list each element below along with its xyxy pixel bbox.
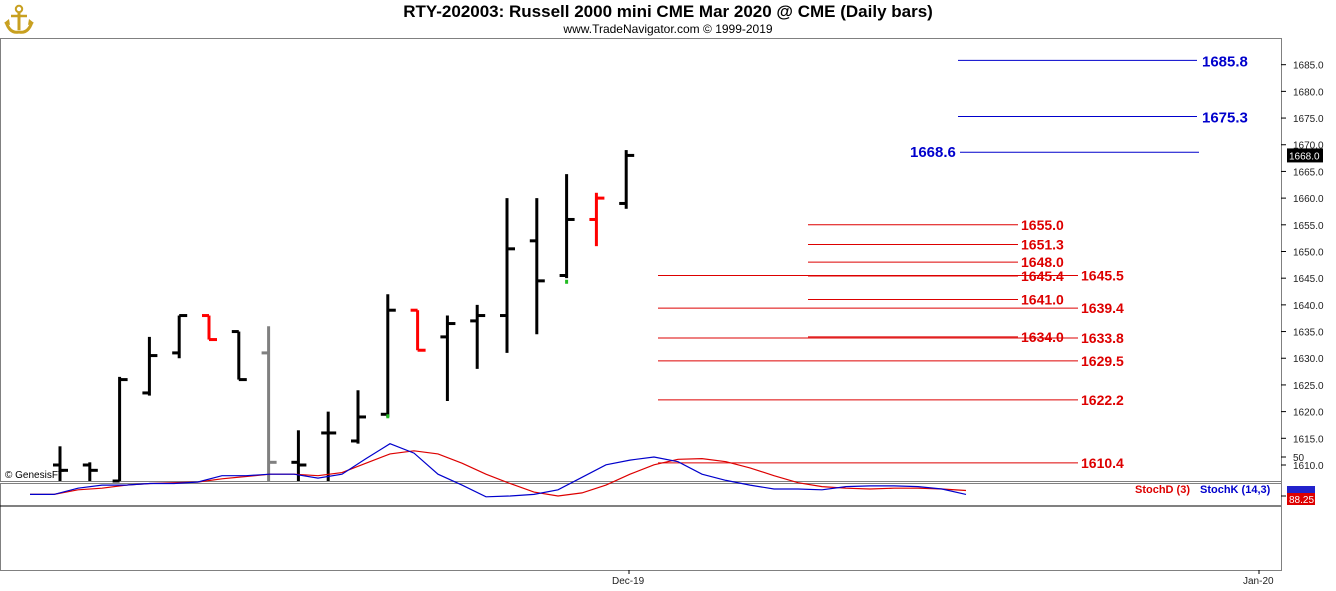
x-axis-label: Jan-20 bbox=[1243, 576, 1274, 587]
stochastic-line-k bbox=[30, 443, 967, 498]
stochk-value-tag bbox=[1287, 486, 1315, 493]
red-level-label: 1610.4 bbox=[1081, 455, 1124, 471]
last-price-tag bbox=[1287, 148, 1323, 163]
stochastic-tick-label: 50 bbox=[1293, 453, 1305, 464]
price-tick-label: 1615.0 bbox=[1293, 434, 1324, 445]
chart-title: RTY-202003: Russell 2000 mini CME Mar 20… bbox=[403, 2, 933, 21]
last-price-label: 1668.0 bbox=[1289, 151, 1320, 162]
red-level-label: 1639.4 bbox=[1081, 300, 1124, 316]
price-tick-label: 1610.0 bbox=[1293, 461, 1324, 472]
chart-subtitle: www.TradeNavigator.com © 1999-2019 bbox=[563, 22, 773, 36]
anchor-logo-icon bbox=[2, 2, 36, 36]
x-axis-label: Dec-19 bbox=[612, 576, 645, 587]
red-level-label: 1645.4 bbox=[1021, 268, 1064, 284]
price-tick-label: 1665.0 bbox=[1293, 167, 1324, 178]
price-tick-label: 1645.0 bbox=[1293, 274, 1324, 285]
price-tick-label: 1650.0 bbox=[1293, 247, 1324, 258]
red-level-label: 1622.2 bbox=[1081, 392, 1124, 408]
red-level-label: 1633.8 bbox=[1081, 330, 1124, 346]
stochastic-panel-frame bbox=[0, 483, 1282, 571]
price-tick-label: 1625.0 bbox=[1293, 381, 1324, 392]
price-tick-label: 1635.0 bbox=[1293, 328, 1324, 339]
price-tick-label: 1655.0 bbox=[1293, 221, 1324, 232]
stochd-legend: StochD (3) bbox=[1135, 484, 1190, 496]
price-tick-label: 1660.0 bbox=[1293, 194, 1324, 205]
price-tick-label: 1630.0 bbox=[1293, 354, 1324, 365]
stochk-legend: StochK (14,3) bbox=[1200, 484, 1271, 496]
price-panel-frame bbox=[0, 38, 1282, 482]
red-level-label: 1634.0 bbox=[1021, 329, 1064, 345]
price-tick-label: 1620.0 bbox=[1293, 408, 1324, 419]
red-level-label: 1645.5 bbox=[1081, 268, 1124, 284]
stochastic-last-value: 88.25 bbox=[1289, 495, 1314, 506]
red-level-label: 1655.0 bbox=[1021, 217, 1064, 233]
red-level-label: 1651.3 bbox=[1021, 237, 1064, 253]
red-level-label: 1648.0 bbox=[1021, 254, 1064, 270]
price-tick-label: 1640.0 bbox=[1293, 301, 1324, 312]
blue-level-label: 1668.6 bbox=[910, 144, 956, 161]
copyright-label: © GenesisFT bbox=[5, 470, 64, 481]
price-tick-label: 1670.0 bbox=[1293, 141, 1324, 152]
red-level-label: 1641.0 bbox=[1021, 292, 1064, 308]
stochd-value-tag bbox=[1287, 493, 1315, 505]
price-tick-label: 1675.0 bbox=[1293, 114, 1324, 125]
price-tick-label: 1685.0 bbox=[1293, 61, 1324, 72]
red-level-label: 1629.5 bbox=[1081, 353, 1124, 369]
price-tick-label: 1680.0 bbox=[1293, 87, 1324, 98]
chart-header: RTY-202003: Russell 2000 mini CME Mar 20… bbox=[0, 0, 1336, 38]
blue-level-label: 1685.8 bbox=[1202, 53, 1248, 70]
blue-level-label: 1675.3 bbox=[1202, 109, 1248, 126]
y-axis-background bbox=[1282, 38, 1335, 570]
